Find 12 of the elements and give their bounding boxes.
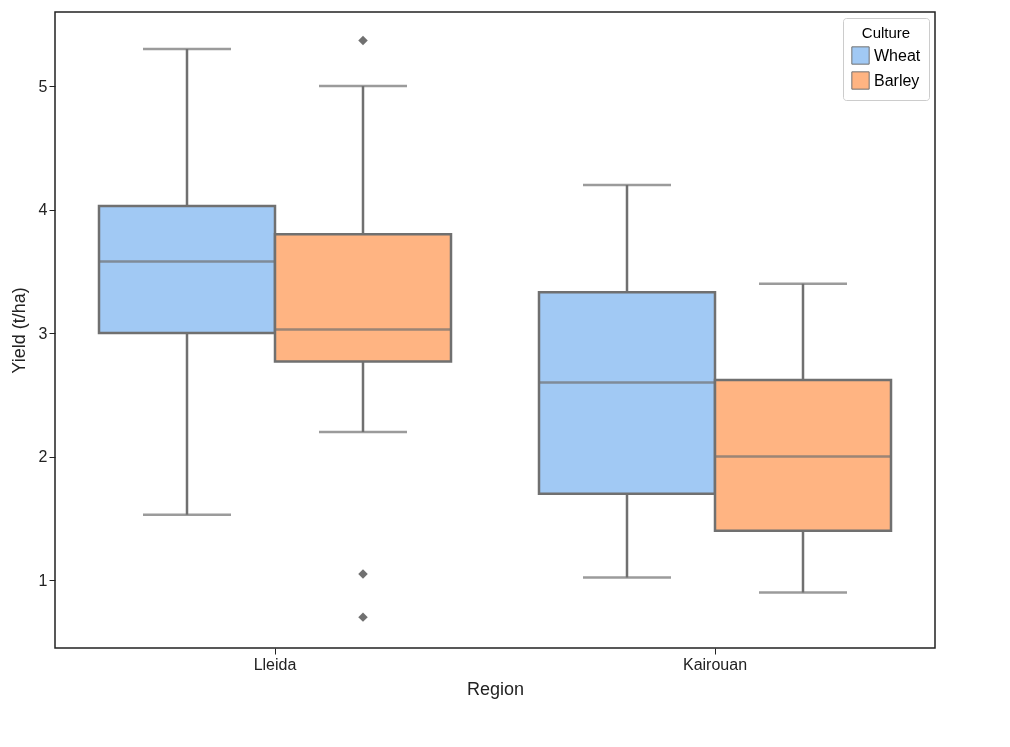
x-axis-title: Region xyxy=(466,678,525,699)
legend-title: Culture xyxy=(861,24,911,41)
y-tick-label: 1 xyxy=(38,571,48,589)
y-tick-label: 5 xyxy=(38,77,48,95)
legend-label: Wheat xyxy=(874,46,921,64)
legend-label: Barley xyxy=(874,71,920,89)
y-tick-label: 4 xyxy=(38,201,48,219)
y-tick-label: 3 xyxy=(38,324,48,342)
y-axis-title: Yield (t/ha) xyxy=(8,287,29,374)
y-tick-label: 2 xyxy=(38,448,48,466)
x-tick-label: Lleida xyxy=(253,655,297,673)
x-tick-label: Kairouan xyxy=(682,655,748,673)
